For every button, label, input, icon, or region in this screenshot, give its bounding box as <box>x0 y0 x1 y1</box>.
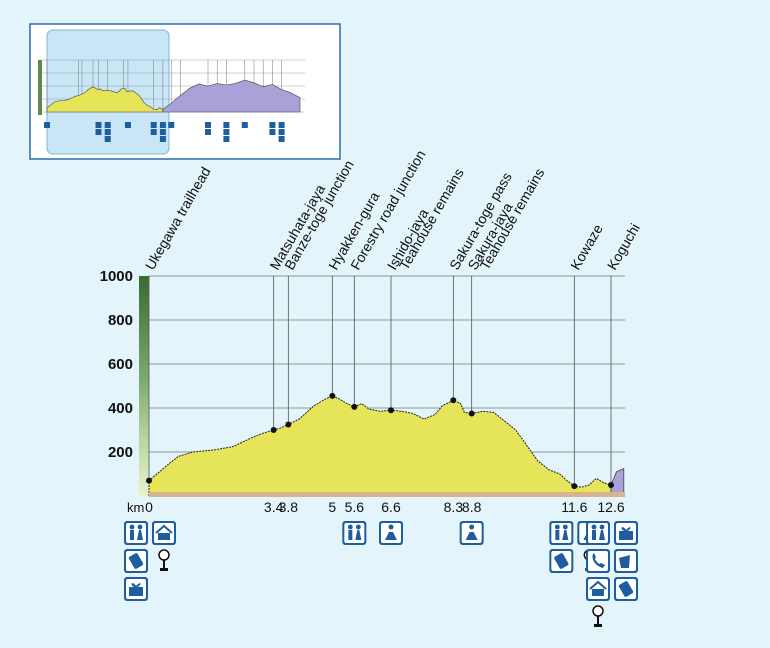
rest-area-icon <box>459 521 484 545</box>
overview-mini-icon <box>278 136 285 142</box>
overview-profile-blue <box>162 79 301 113</box>
x-tick-label: 6.6 <box>381 499 401 515</box>
waypoint-dot <box>146 477 152 484</box>
waypoint-markers <box>146 392 614 490</box>
overview-mini-icon <box>168 122 175 128</box>
overview-mini-icon <box>150 122 157 128</box>
waypoint-dot <box>329 392 336 399</box>
waypoint-dot <box>270 427 277 433</box>
overview-mini-icon <box>223 136 230 142</box>
overview-mini-icon <box>159 136 166 142</box>
toilet-icon <box>342 521 367 545</box>
bus-stop-icon <box>158 549 170 571</box>
waypoint-labels: Ukegawa trailhead Matsuhata-jayaBanze-tog… <box>142 147 643 272</box>
vending-machine-icon <box>124 549 148 573</box>
y-tick-label: 400 <box>108 400 133 417</box>
waypoint-lines <box>148 276 612 487</box>
overview-mini-icon <box>95 122 102 128</box>
overview-mini-icon <box>241 122 248 128</box>
bus-stop-icon <box>592 605 604 627</box>
y-tick-label: 600 <box>108 356 133 373</box>
ground-band <box>149 492 625 497</box>
x-axis-unit-label: km <box>127 500 144 515</box>
overview-mini-icon <box>159 122 166 128</box>
x-tick-label: 3.8 <box>279 499 299 515</box>
waypoint-name: Kowaze <box>567 221 606 272</box>
waypoint-dot <box>351 403 358 410</box>
overview-mini-icon <box>269 129 276 135</box>
waypoint-dot <box>468 410 475 417</box>
overview-mini-icon <box>150 129 157 135</box>
overview-mini-icon <box>278 122 285 128</box>
profile-area <box>148 395 612 497</box>
overview-y-axis <box>38 60 42 115</box>
rest-area-icon <box>379 521 403 545</box>
gift-shop-icon <box>614 521 638 545</box>
waypoint-dot <box>608 482 614 488</box>
toilet-icon <box>549 521 574 545</box>
x-tick-label: 3.4 <box>264 499 284 515</box>
x-tick-label: 8.8 <box>462 499 482 515</box>
overview-mini-icon <box>104 122 111 128</box>
overview-mini-icon <box>44 122 50 128</box>
waypoint-dot <box>388 407 394 414</box>
gridlines <box>149 275 625 453</box>
overview-icon-strip <box>44 122 285 142</box>
toilet-icon <box>124 521 148 545</box>
overview-mini-icon <box>124 122 131 128</box>
overview-mini-icon <box>278 129 285 135</box>
y-tick-label: 200 <box>108 444 133 461</box>
x-tick-label: 12.6 <box>597 499 624 515</box>
overview-profile-yellow <box>46 86 164 113</box>
vending-machine-icon <box>549 549 574 573</box>
gift-shop-icon <box>124 577 148 601</box>
overview-mini-icon <box>104 136 111 142</box>
vending-machine-icon <box>614 577 638 601</box>
overview-mini-icon <box>223 129 230 135</box>
x-tick-label: 11.6 <box>561 499 587 515</box>
x-tick-label: 0 <box>145 499 153 515</box>
y-tick-label: 1000 <box>100 268 133 285</box>
telephone-icon <box>586 549 610 573</box>
waypoint-dot <box>285 421 292 428</box>
x-tick-label: 5 <box>328 499 336 515</box>
waypoint-dot <box>450 397 457 404</box>
restaurant-icon <box>614 549 638 573</box>
waypoint-dot <box>571 483 578 490</box>
waypoint-name: Ukegawa trailhead <box>142 164 214 272</box>
overview-thumbnail <box>29 23 341 160</box>
hut-icon <box>152 521 176 545</box>
overview-mini-icon <box>269 122 276 128</box>
y-tick-label: 800 <box>108 312 133 329</box>
x-axis-ticks: 0 3.43.8 5 5.6 6.6 8.38.8 11.6 12.6 <box>145 499 625 515</box>
x-tick-label: 5.6 <box>345 499 365 515</box>
hut-icon <box>586 577 610 601</box>
amenity-icons <box>124 521 638 627</box>
toilet-icon <box>586 521 610 545</box>
y-axis-bar <box>139 276 149 496</box>
x-tick-label: 8.3 <box>444 499 464 515</box>
profile-area-extension <box>610 467 625 497</box>
overview-mini-icon <box>159 129 166 135</box>
y-axis-ticks: 1000 800 600 400 200 <box>100 268 133 461</box>
overview-mini-icon <box>205 122 211 128</box>
waypoint-name: Koguchi <box>604 221 643 273</box>
overview-mini-icon <box>205 129 211 135</box>
overview-mini-icon <box>223 122 230 128</box>
overview-mini-icon <box>104 129 111 135</box>
overview-mini-icon <box>95 129 102 135</box>
